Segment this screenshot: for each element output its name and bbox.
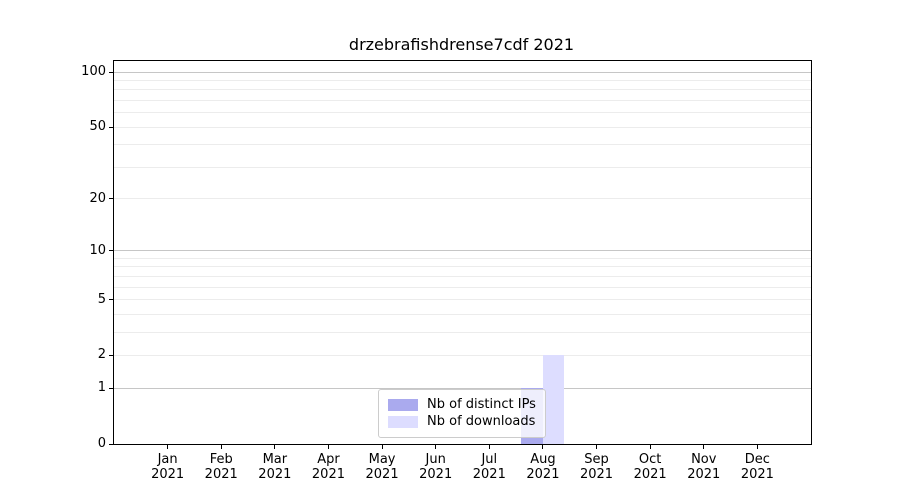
x-tick-label-year: 2021	[419, 467, 453, 482]
x-tick-mark	[274, 444, 276, 449]
gridline-minor	[114, 313, 811, 315]
x-tick-label-month: Jan	[157, 452, 178, 467]
x-tick-label: Mar 2021	[244, 452, 306, 482]
y-tick-mark	[109, 250, 114, 252]
x-tick-label-month: Jul	[481, 452, 498, 467]
gridline-major	[114, 71, 811, 73]
x-tick-label: May 2021	[351, 452, 413, 482]
gridline-minor	[114, 257, 811, 259]
x-tick-mark	[756, 444, 758, 449]
bar-nb-of-downloads	[542, 355, 565, 444]
y-tick-mark	[109, 126, 114, 128]
gridline-minor	[114, 166, 811, 168]
plot-area: 0 1 2 5 10 20 50 100 Jan 2021 Feb 2021 Mar 2021 Apr 20…	[81, 60, 812, 482]
x-tick-label: Jul 2021	[458, 452, 520, 482]
y-tick-label: 20	[89, 190, 106, 206]
x-tick-label: Apr 2021	[297, 452, 359, 482]
gridline-minor	[114, 266, 811, 268]
legend-label-downloads: Nb of downloads	[427, 414, 536, 429]
x-tick-label-year: 2021	[579, 467, 614, 482]
x-tick-label-year: 2021	[258, 467, 292, 482]
x-tick-label-year: 2021	[204, 467, 238, 482]
x-tick-label-month: Nov	[691, 452, 717, 467]
x-tick-label-year: 2021	[151, 467, 185, 482]
x-tick-label: Nov 2021	[673, 452, 735, 482]
chart-title: drzebrafishdrense7cdf 2021	[348, 35, 575, 54]
x-tick-mark	[488, 444, 490, 449]
x-tick-label: Jan 2021	[137, 452, 199, 482]
x-tick-label: Jun 2021	[405, 452, 467, 482]
x-tick-label-year: 2021	[740, 467, 774, 482]
gridline-minor	[114, 80, 811, 82]
x-tick-label-month: Mar	[262, 452, 288, 467]
gridline-minor	[114, 198, 811, 200]
x-tick-label: Oct 2021	[619, 452, 681, 482]
x-tick-mark	[596, 444, 598, 449]
x-tick-label-year: 2021	[311, 467, 345, 482]
y-tick-label: 2	[97, 347, 106, 363]
y-tick-mark	[109, 354, 114, 356]
x-tick-mark	[542, 444, 544, 449]
x-tick-mark	[167, 444, 169, 449]
gridline-minor	[114, 299, 811, 301]
gridline-minor	[114, 275, 811, 277]
gridline-major	[114, 387, 811, 389]
x-tick-label-month: Dec	[744, 452, 770, 467]
gridline-minor	[114, 112, 811, 114]
x-tick-label-year: 2021	[365, 467, 399, 482]
x-tick-label-month: May	[368, 452, 396, 467]
x-tick-mark	[220, 444, 222, 449]
x-tick-mark	[381, 444, 383, 449]
x-tick-mark	[703, 444, 705, 449]
legend-item-distinct-ips: Nb of distinct IPs	[388, 398, 536, 412]
x-tick-label-year: 2021	[472, 467, 506, 482]
y-tick-label: 10	[89, 242, 106, 258]
y-tick-mark	[109, 71, 114, 73]
y-tick-mark	[109, 387, 114, 389]
x-tick-label-month: Sep	[584, 452, 609, 467]
y-tick-mark	[109, 198, 114, 200]
x-tick-mark	[327, 444, 329, 449]
gridline-minor	[114, 100, 811, 102]
gridline-minor	[114, 286, 811, 288]
x-tick-mark	[649, 444, 651, 449]
y-tick-label: 1	[97, 380, 106, 396]
x-tick-label-year: 2021	[526, 467, 560, 482]
x-tick-label-month: Apr	[317, 452, 340, 467]
y-tick-label: 0	[97, 436, 106, 451]
gridline-major	[114, 250, 811, 252]
legend-label-distinct-ips: Nb of distinct IPs	[427, 397, 536, 412]
x-tick-label-month: Jun	[425, 452, 446, 467]
x-tick-label: Sep 2021	[566, 452, 628, 482]
x-tick-label-month: Oct	[638, 452, 662, 467]
x-tick-label-month: Feb	[209, 452, 233, 467]
x-tick-label-year: 2021	[687, 467, 721, 482]
legend-item-downloads: Nb of downloads	[388, 415, 536, 429]
y-tick-mark	[109, 299, 114, 301]
x-tick-mark	[435, 444, 437, 449]
x-tick-label: Dec 2021	[726, 452, 788, 482]
legend-swatch-downloads	[388, 416, 418, 428]
gridline-minor	[114, 331, 811, 333]
gridline-minor	[114, 126, 811, 128]
gridline-minor	[114, 89, 811, 91]
x-tick-label: Feb 2021	[190, 452, 252, 482]
x-tick-label-year: 2021	[633, 467, 667, 482]
y-tick-label: 50	[89, 119, 106, 135]
legend: Nb of distinct IPs Nb of downloads	[378, 389, 546, 438]
gridline-minor	[114, 354, 811, 356]
y-tick-label: 100	[81, 64, 106, 80]
x-tick-label: Aug 2021	[512, 452, 574, 482]
y-tick-mark	[109, 443, 114, 445]
x-tick-label-month: Aug	[530, 452, 556, 467]
gridline-minor	[114, 144, 811, 146]
legend-swatch-distinct-ips	[388, 399, 418, 411]
y-tick-label: 5	[97, 291, 106, 307]
